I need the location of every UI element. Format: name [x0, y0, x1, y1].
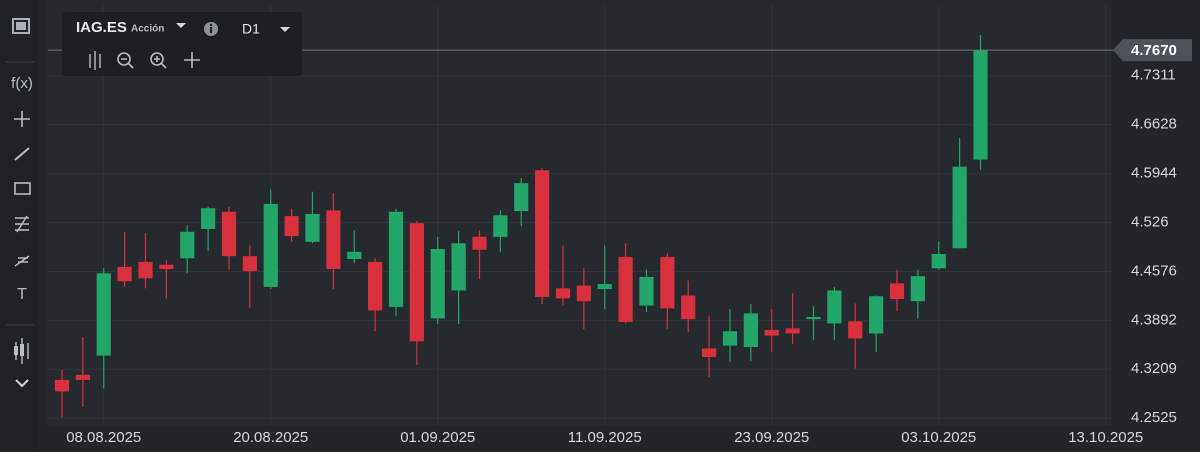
candle-body: [639, 276, 654, 306]
panel-bg: [62, 12, 302, 76]
zoom-out-icon[interactable]: [117, 52, 131, 66]
candle-body: [910, 276, 925, 302]
candle-body: [535, 170, 550, 297]
candle-body: [117, 266, 132, 282]
text-icon[interactable]: T: [17, 286, 27, 303]
y-tick-label: 4.3209: [1131, 360, 1177, 377]
x-tick-label: 20.08.2025: [233, 429, 308, 446]
left-toolbar: f(x) T: [0, 0, 38, 452]
candle-body: [75, 374, 90, 380]
candle-body: [869, 296, 884, 334]
pan-icon[interactable]: [184, 52, 200, 68]
y-tick-label: 4.4576: [1131, 262, 1177, 279]
indicator-icon-part: [14, 346, 18, 355]
info-glyph: [210, 24, 212, 26]
candle-body: [263, 203, 278, 287]
x-tick-label: 01.09.2025: [400, 429, 475, 446]
timeframe[interactable]: D1: [242, 21, 260, 37]
y-tick-label: 4.526: [1131, 213, 1169, 230]
fib-icon[interactable]: [15, 215, 29, 233]
plot: 4.2525 4.3209 4.3892 4.4576 4.526 4.5944 4.662…: [48, 5, 1177, 446]
candle-body: [743, 313, 758, 348]
x-tick-label: 03.10.2025: [901, 429, 976, 446]
x-tick-label: 23.09.2025: [734, 429, 809, 446]
pitchfork-icon[interactable]: [14, 255, 30, 267]
layout-icon[interactable]: [12, 18, 30, 34]
candle-body: [96, 273, 111, 356]
zoom-in-glyph: [154, 56, 167, 69]
function-icon[interactable]: f(x): [11, 75, 33, 92]
candle-body: [681, 295, 696, 320]
candle-body: [201, 208, 216, 229]
dropdown-arrow[interactable]: [176, 23, 186, 28]
layout-icon-fill: [16, 22, 26, 30]
candle-body: [555, 288, 571, 299]
rect-icon[interactable]: [14, 182, 31, 195]
candle-body: [931, 253, 946, 269]
candle-body: [514, 183, 529, 212]
candle-body: [597, 284, 612, 290]
candle-body: [722, 331, 738, 346]
candle-body: [973, 50, 988, 160]
candle-body: [242, 256, 257, 272]
x-tick-label: 08.08.2025: [66, 429, 141, 446]
symbol[interactable]: IAG.ES: [76, 19, 127, 36]
candle-body: [305, 213, 320, 242]
candle-body: [451, 243, 466, 291]
dropdown-arrow[interactable]: [280, 27, 290, 32]
zoom-in-icon[interactable]: [150, 52, 164, 66]
candle-body: [952, 166, 967, 249]
last-price-tag: [1113, 39, 1192, 62]
candle-body: [472, 236, 487, 250]
indicator-icon-part: [20, 344, 24, 356]
candle-body: [368, 261, 383, 311]
info-glyph: [210, 27, 212, 33]
candle-body: [806, 316, 821, 320]
candle-body: [785, 328, 800, 334]
candle-body: [284, 216, 299, 237]
candle-body: [827, 290, 842, 324]
candle-body: [576, 285, 591, 302]
candle-body: [221, 211, 237, 257]
candle-body: [54, 379, 70, 392]
x-tick-label: 11.09.2025: [568, 429, 642, 446]
candle-body: [409, 223, 424, 342]
crosshair-icon[interactable]: [14, 111, 30, 127]
candle-body: [848, 321, 863, 339]
zoom-out-glyph: [121, 58, 134, 69]
candle-body: [702, 348, 717, 358]
candle-type-icon[interactable]: [89, 51, 101, 70]
candle-body: [138, 261, 153, 279]
expand-icon[interactable]: [15, 379, 29, 388]
y-tick-label: 4.3892: [1131, 311, 1177, 328]
line-icon[interactable]: [14, 147, 30, 161]
instrument-kind: Acción: [131, 24, 164, 35]
y-tick-label: 4.5944: [1131, 165, 1177, 182]
candle-body: [430, 248, 445, 319]
last-price-label: 4.7670: [1131, 42, 1177, 59]
candle-body: [326, 210, 341, 270]
y-tick-label: 4.6628: [1131, 116, 1177, 133]
candle-body: [618, 256, 633, 322]
candle-body: [180, 231, 195, 259]
y-tick-label: 4.7311: [1131, 67, 1176, 84]
candle-body: [388, 211, 404, 307]
candle-body: [493, 215, 508, 237]
toolbar-bg: [0, 0, 38, 452]
symbol-panel: IAG.ES Acción D1: [62, 12, 302, 76]
x-tick-label: 13.10.2025: [1068, 429, 1143, 446]
candle-body: [660, 256, 675, 309]
candle-body: [347, 251, 362, 260]
candle-body: [764, 329, 779, 336]
y-tick-label: 4.2525: [1131, 409, 1177, 426]
candle-body: [159, 264, 174, 270]
candle-body: [889, 283, 905, 300]
